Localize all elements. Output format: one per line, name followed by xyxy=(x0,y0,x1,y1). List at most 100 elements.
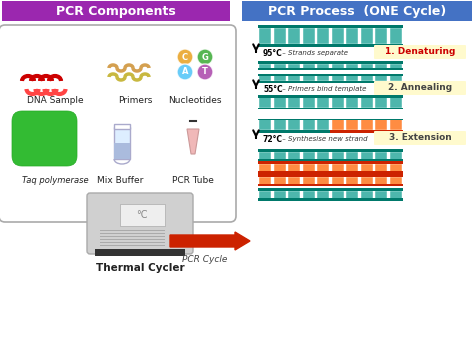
Bar xyxy=(258,44,403,47)
Bar xyxy=(114,143,130,159)
Text: – Synthesise new strand: – Synthesise new strand xyxy=(280,136,368,142)
Text: T: T xyxy=(202,67,208,77)
Bar xyxy=(346,75,358,81)
Bar xyxy=(332,177,344,186)
Bar xyxy=(303,119,315,130)
Bar xyxy=(375,97,387,108)
Bar xyxy=(346,152,358,161)
Bar xyxy=(303,164,315,174)
Bar xyxy=(361,152,373,161)
Bar xyxy=(258,68,403,70)
Bar xyxy=(258,159,403,161)
Bar xyxy=(100,230,165,231)
Bar xyxy=(274,64,285,70)
Bar xyxy=(114,124,130,129)
Bar xyxy=(259,97,271,108)
Text: G: G xyxy=(201,53,209,61)
Text: Primers: Primers xyxy=(118,96,152,105)
Bar xyxy=(318,28,329,44)
Text: 3. Extension: 3. Extension xyxy=(389,133,451,143)
Bar xyxy=(346,177,358,186)
Bar xyxy=(259,177,271,186)
Text: Mix Buffer: Mix Buffer xyxy=(97,176,143,185)
FancyBboxPatch shape xyxy=(374,81,466,95)
Bar xyxy=(390,152,401,161)
Bar xyxy=(259,119,271,130)
Bar xyxy=(330,130,403,133)
Text: C: C xyxy=(182,53,188,61)
Bar xyxy=(274,177,285,186)
FancyBboxPatch shape xyxy=(374,45,466,59)
Bar xyxy=(361,191,373,201)
Polygon shape xyxy=(187,129,199,154)
Bar xyxy=(242,1,472,21)
Text: 2. Annealing: 2. Annealing xyxy=(388,84,452,93)
Bar xyxy=(318,152,329,161)
Text: PCR Process  (ONE Cycle): PCR Process (ONE Cycle) xyxy=(268,5,446,18)
Bar xyxy=(390,28,401,44)
Bar xyxy=(100,241,165,243)
Bar xyxy=(258,188,403,191)
Bar xyxy=(318,75,329,81)
Bar xyxy=(361,28,373,44)
Bar xyxy=(258,171,403,174)
Bar xyxy=(390,97,401,108)
Bar xyxy=(318,191,329,201)
Bar xyxy=(274,97,285,108)
Bar xyxy=(375,191,387,201)
Bar xyxy=(100,245,165,246)
Bar xyxy=(332,152,344,161)
Bar xyxy=(289,164,300,174)
Bar xyxy=(303,177,315,186)
Text: 55°C: 55°C xyxy=(263,85,283,93)
Bar xyxy=(390,177,401,186)
Bar xyxy=(95,249,185,256)
FancyArrow shape xyxy=(170,232,250,250)
Bar xyxy=(346,64,358,70)
Bar xyxy=(258,173,403,177)
Bar xyxy=(303,64,315,70)
Bar xyxy=(289,191,300,201)
Bar xyxy=(289,119,300,130)
Bar xyxy=(100,232,165,234)
Bar xyxy=(390,191,401,201)
Bar xyxy=(289,152,300,161)
Bar xyxy=(274,191,285,201)
Bar xyxy=(259,191,271,201)
Bar xyxy=(259,164,271,174)
Text: Taq polymerase: Taq polymerase xyxy=(22,176,88,185)
Text: 95°C: 95°C xyxy=(263,48,283,58)
Bar xyxy=(259,28,271,44)
Bar xyxy=(259,64,271,70)
Bar xyxy=(375,177,387,186)
Bar xyxy=(258,119,403,120)
Bar xyxy=(303,75,315,81)
Text: Thermal Cycler: Thermal Cycler xyxy=(96,263,184,273)
Bar xyxy=(390,164,401,174)
Bar xyxy=(100,238,165,240)
Circle shape xyxy=(177,49,193,65)
Bar xyxy=(274,164,285,174)
Bar xyxy=(346,28,358,44)
Bar xyxy=(332,75,344,81)
Bar xyxy=(258,81,403,83)
FancyBboxPatch shape xyxy=(0,25,236,222)
Bar xyxy=(318,97,329,108)
Bar xyxy=(375,152,387,161)
Bar xyxy=(303,28,315,44)
Bar xyxy=(346,191,358,201)
FancyBboxPatch shape xyxy=(374,131,466,145)
Bar xyxy=(361,164,373,174)
Bar xyxy=(120,204,165,226)
FancyBboxPatch shape xyxy=(87,193,193,254)
Bar xyxy=(274,152,285,161)
FancyBboxPatch shape xyxy=(12,111,77,166)
Bar xyxy=(361,177,373,186)
Text: DNA Sample: DNA Sample xyxy=(27,96,83,105)
Bar xyxy=(375,164,387,174)
Text: PCR Components: PCR Components xyxy=(56,5,176,18)
Text: PCR Cycle: PCR Cycle xyxy=(182,255,228,264)
Bar xyxy=(318,164,329,174)
Bar xyxy=(332,191,344,201)
Bar xyxy=(390,119,401,130)
